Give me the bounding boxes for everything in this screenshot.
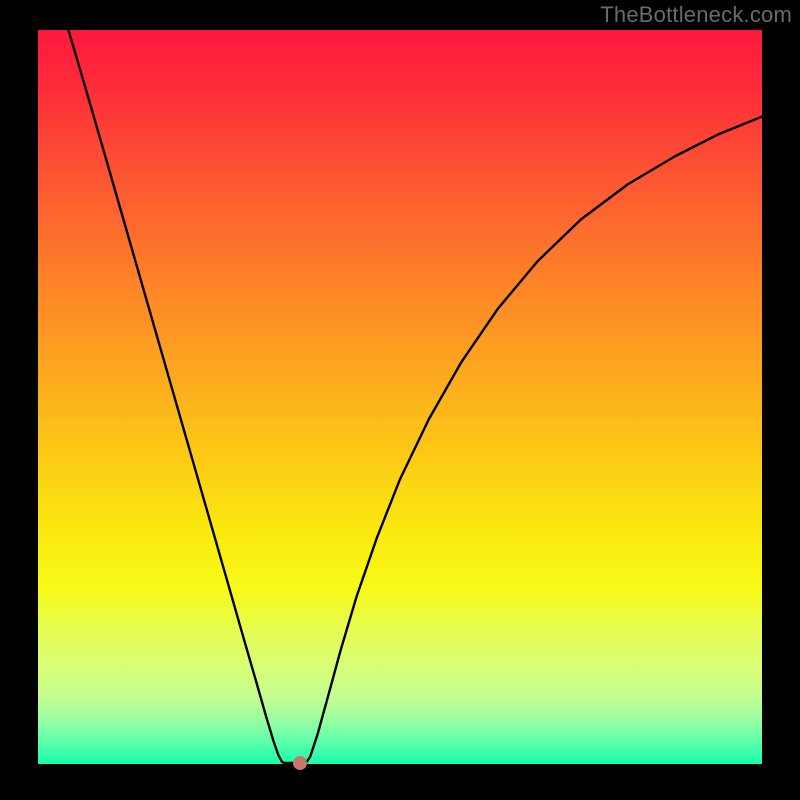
- minimum-marker: [293, 756, 307, 770]
- curve-path: [68, 30, 762, 763]
- watermark-text: TheBottleneck.com: [600, 2, 792, 28]
- plot-area: [38, 30, 762, 764]
- bottleneck-curve: [38, 30, 762, 764]
